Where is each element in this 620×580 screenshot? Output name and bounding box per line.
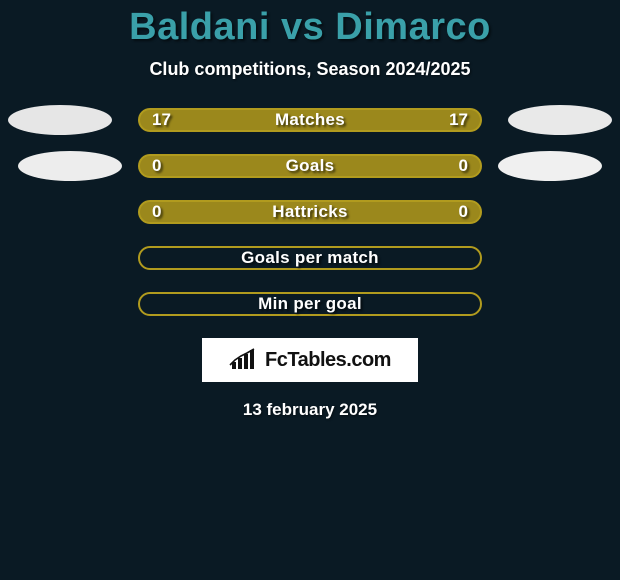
stat-row: 0 Goals 0 (0, 154, 620, 178)
player-right-badge (498, 151, 602, 181)
title-vs: vs (281, 6, 324, 48)
stat-value-right: 0 (459, 156, 468, 176)
stat-value-right: 17 (449, 110, 468, 130)
stat-value-right: 0 (459, 202, 468, 222)
player-right-badge (508, 105, 612, 135)
player-left-badge (8, 105, 112, 135)
snapshot-date: 13 february 2025 (0, 400, 620, 420)
chart-icon (229, 348, 259, 372)
stat-rows: 17 Matches 17 0 Goals 0 0 Hattricks 0 Go… (0, 108, 620, 316)
brand-badge: FcTables.com (202, 338, 418, 382)
stat-row: Min per goal (0, 292, 620, 316)
brand-text: FcTables.com (265, 349, 391, 372)
stat-bar: 17 Matches 17 (138, 108, 482, 132)
comparison-title: Baldani vs Dimarco (0, 0, 620, 49)
player-left-badge (18, 151, 122, 181)
stat-label: Hattricks (272, 202, 347, 222)
stat-bar: Min per goal (138, 292, 482, 316)
player-left-name: Baldani (129, 6, 270, 48)
stat-value-left: 17 (152, 110, 171, 130)
stat-label: Goals (286, 156, 335, 176)
stat-label: Goals per match (241, 248, 379, 268)
player-right-name: Dimarco (335, 6, 491, 48)
stat-label: Matches (275, 110, 345, 130)
comparison-subtitle: Club competitions, Season 2024/2025 (0, 59, 620, 80)
stat-row: 0 Hattricks 0 (0, 200, 620, 224)
stat-value-left: 0 (152, 156, 161, 176)
stat-row: 17 Matches 17 (0, 108, 620, 132)
stat-bar: 0 Hattricks 0 (138, 200, 482, 224)
stat-bar: Goals per match (138, 246, 482, 270)
stat-bar: 0 Goals 0 (138, 154, 482, 178)
stat-row: Goals per match (0, 246, 620, 270)
stat-value-left: 0 (152, 202, 161, 222)
stat-label: Min per goal (258, 294, 362, 314)
